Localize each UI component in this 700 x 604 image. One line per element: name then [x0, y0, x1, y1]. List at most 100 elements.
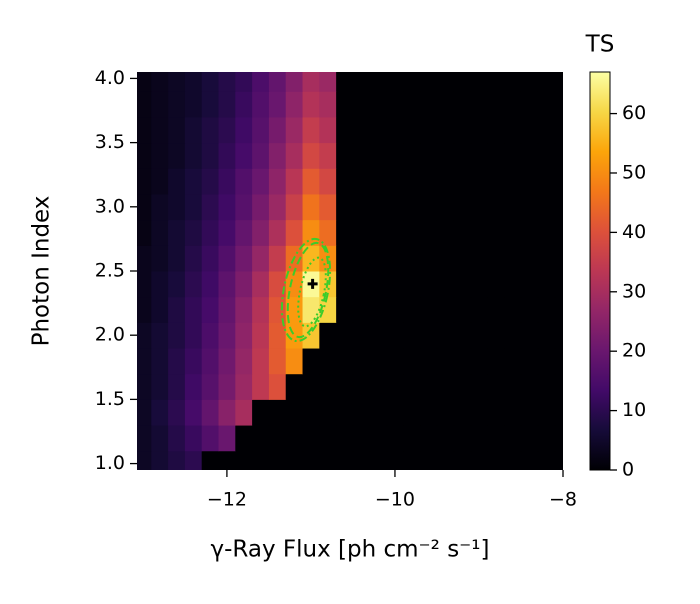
- heatmap-cell: [420, 271, 438, 298]
- heatmap-cell: [436, 425, 455, 452]
- heatmap-cell: [403, 219, 421, 246]
- heatmap-cell: [453, 91, 472, 118]
- heatmap-cell: [403, 322, 421, 349]
- heatmap-cell: [302, 296, 320, 323]
- heatmap-cell: [302, 322, 320, 349]
- heatmap-cell: [403, 72, 421, 92]
- heatmap-cell: [184, 373, 203, 400]
- heatmap-cell: [302, 142, 320, 169]
- heatmap-cell: [184, 91, 203, 118]
- heatmap-cell: [319, 373, 337, 400]
- heatmap-cell: [554, 271, 563, 298]
- heatmap-cell: [554, 296, 563, 323]
- heatmap-cell: [218, 72, 236, 92]
- heatmap-cell: [201, 116, 220, 144]
- heatmap-cell: [285, 219, 304, 246]
- heatmap-cell: [285, 168, 304, 195]
- colorbar-tick-label: 30: [622, 280, 646, 302]
- heatmap-cell: [168, 193, 186, 221]
- heatmap-cell: [537, 116, 556, 144]
- heatmap-cell: [252, 425, 270, 452]
- heatmap-cell: [137, 373, 152, 400]
- heatmap-cell: [504, 142, 522, 169]
- heatmap-cell: [369, 373, 388, 400]
- heatmap-cell: [168, 116, 186, 144]
- heatmap-cell: [268, 219, 287, 246]
- heatmap-cell: [168, 296, 186, 323]
- heatmap-cell: [436, 142, 455, 169]
- heatmap-cell: [420, 373, 438, 400]
- heatmap-cell: [352, 168, 371, 195]
- heatmap-cell: [420, 116, 438, 144]
- heatmap-cell: [420, 219, 438, 246]
- heatmap-cell: [470, 322, 488, 349]
- heatmap-cell: [537, 193, 556, 221]
- heatmap-cell: [487, 348, 505, 375]
- heatmap-cell: [520, 91, 539, 118]
- heatmap-cell: [520, 399, 539, 426]
- heatmap-cell: [319, 168, 337, 195]
- heatmap-cell: [554, 219, 563, 246]
- heatmap-cell: [336, 348, 354, 375]
- heatmap-cell: [352, 245, 371, 272]
- heatmap-cell: [420, 296, 438, 323]
- heatmap-cell: [268, 373, 287, 400]
- contour: [280, 237, 332, 343]
- heatmap-cell: [137, 271, 152, 298]
- heatmap-cell: [285, 116, 304, 144]
- heatmap-cell: [184, 348, 203, 375]
- heatmap-cell: [470, 168, 488, 195]
- heatmap-cell: [285, 450, 304, 470]
- heatmap-cell: [201, 72, 220, 92]
- heatmap-cell: [470, 142, 488, 169]
- heatmap-cell: [218, 296, 236, 323]
- heatmap-cell: [537, 399, 556, 426]
- heatmap-cell: [252, 322, 270, 349]
- heatmap-cell: [252, 219, 270, 246]
- heatmap-cell: [252, 296, 270, 323]
- heatmap-cell: [137, 348, 152, 375]
- heatmap-cell: [520, 450, 539, 470]
- heatmap-cell: [403, 193, 421, 221]
- heatmap-cell: [268, 91, 287, 118]
- heatmap-cell: [151, 245, 169, 272]
- heatmap-cell: [369, 348, 388, 375]
- heatmap-cell: [420, 193, 438, 221]
- x-axis-label: γ-Ray Flux [ph cm⁻² s⁻¹]: [210, 537, 489, 563]
- heatmap-cell: [403, 116, 421, 144]
- heatmap-cell: [218, 450, 236, 470]
- heatmap-cell: [386, 425, 404, 452]
- heatmap-cell: [218, 245, 236, 272]
- heatmap-cell: [554, 142, 563, 169]
- heatmap-cell: [436, 91, 455, 118]
- heatmap-cell: [369, 245, 388, 272]
- heatmap-cell: [520, 193, 539, 221]
- heatmap-cell: [235, 450, 253, 470]
- heatmap-cell: [537, 348, 556, 375]
- heatmap-cell: [218, 399, 236, 426]
- heatmap-cell: [336, 425, 354, 452]
- heatmap-cell: [352, 142, 371, 169]
- colorbar-tick-label: 50: [622, 161, 646, 183]
- heatmap-cell: [352, 116, 371, 144]
- heatmap-cell: [470, 373, 488, 400]
- heatmap-cell: [504, 245, 522, 272]
- heatmap-cell: [151, 91, 169, 118]
- heatmap-cell: [537, 142, 556, 169]
- heatmap-cell: [268, 425, 287, 452]
- heatmap-cell: [420, 245, 438, 272]
- heatmap-cell: [487, 72, 505, 92]
- heatmap-cell: [336, 116, 354, 144]
- heatmap-cell: [504, 168, 522, 195]
- heatmap-cell: [386, 116, 404, 144]
- heatmap-cell: [554, 72, 563, 92]
- heatmap-cell: [168, 348, 186, 375]
- heatmap-cell: [386, 91, 404, 118]
- heatmap-cell: [453, 142, 472, 169]
- heatmap-cell: [487, 399, 505, 426]
- heatmap-cell: [520, 168, 539, 195]
- heatmap-cell: [319, 142, 337, 169]
- heatmap-cell: [336, 142, 354, 169]
- heatmap-cell: [336, 91, 354, 118]
